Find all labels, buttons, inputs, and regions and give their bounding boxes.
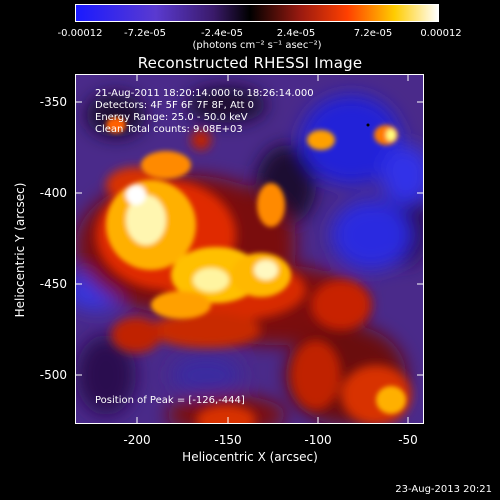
info-detectors: Detectors: 4F 5F 6F 7F 8F, Att 0: [95, 100, 255, 111]
x-tick-label: -50: [398, 433, 418, 447]
footer-date: 23-Aug-2013 20:21: [395, 484, 492, 495]
colorbar-unit-label: (photons cm⁻² s⁻¹ asec⁻²): [192, 40, 322, 51]
y-tick-label: -500: [39, 368, 67, 382]
y-tick-label: -450: [39, 277, 67, 291]
plot-title: Reconstructed RHESSI Image: [137, 54, 363, 72]
info-time-range: 21-Aug-2011 18:20:14.000 to 18:26:14.000: [95, 88, 314, 99]
x-axis-label: Heliocentric X (arcsec): [182, 450, 318, 464]
colorbar-tick: -7.2e-05: [124, 28, 166, 39]
colorbar: [75, 4, 439, 22]
colorbar-gradient: [76, 5, 438, 21]
info-energy-range: Energy Range: 25.0 - 50.0 keV: [95, 112, 248, 123]
info-clean-counts: Clean Total counts: 9.08E+03: [95, 124, 243, 135]
x-tick-label: -150: [214, 433, 242, 447]
y-tick-label: -400: [39, 186, 67, 200]
colorbar-tick: 7.2e-05: [353, 28, 393, 39]
colorbar-tick: 0.00012: [420, 28, 462, 39]
colorbar-tick: -0.00012: [57, 28, 103, 39]
x-tick-label: -100: [304, 433, 332, 447]
rhessi-image: [75, 74, 424, 424]
peak-position: Position of Peak = [-126,-444]: [95, 395, 245, 406]
colorbar-tick: 2.4e-05: [276, 28, 316, 39]
rhessi-image-map: [76, 75, 423, 423]
y-tick-label: -350: [39, 95, 67, 109]
x-tick-label: -200: [123, 433, 151, 447]
colorbar-tick: -2.4e-05: [201, 28, 243, 39]
